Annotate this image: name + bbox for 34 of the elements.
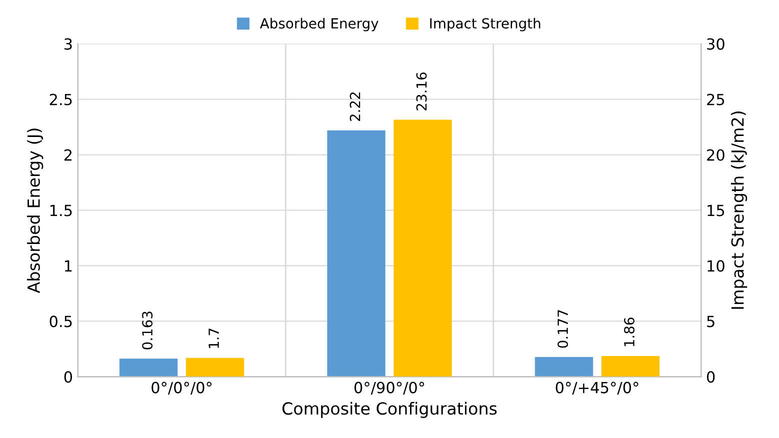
y-tick-label: 1.5 — [50, 204, 72, 216]
x-tick-label: 0°/0°/0° — [152, 382, 212, 395]
data-label: 23.16 — [416, 72, 427, 110]
x-tick-label: 0°/90°/0° — [354, 382, 424, 395]
y2-tick-label: 5 — [707, 316, 714, 328]
y2-axis-title: Impact Strength (kJ/m2) — [730, 111, 748, 309]
legend-label: Impact Strength — [430, 18, 540, 32]
data-label: 1.86 — [624, 318, 634, 346]
y2-tick-label: 0 — [706, 371, 715, 383]
bar — [534, 357, 594, 377]
y2-tick-label: 15 — [708, 204, 724, 216]
y-axis-title: Absorbed Energy (J) — [27, 128, 44, 294]
data-label: 0.163 — [142, 312, 153, 350]
y2-tick-label: 20 — [707, 149, 724, 161]
x-axis-title: Composite Configurations — [282, 402, 497, 418]
bar — [119, 358, 178, 377]
y2-tick-label: 30 — [707, 38, 724, 50]
x-tick-label: 0°/+45°/0° — [556, 382, 638, 395]
y-tick-label: 2.5 — [50, 94, 72, 106]
data-label: 0.177 — [558, 310, 568, 348]
data-label: 2.22 — [350, 92, 360, 121]
bar — [601, 356, 660, 377]
y-tick-label: 1 — [64, 260, 72, 272]
y-tick-label: 0 — [64, 371, 72, 383]
data-label: 1.7 — [208, 328, 219, 348]
y-tick-label: 3 — [64, 38, 72, 50]
y2-tick-label: 25 — [707, 94, 724, 106]
legend-label: Absorbed Energy — [260, 18, 378, 32]
y-tick-label: 2 — [64, 149, 72, 161]
y2-tick-label: 10 — [708, 260, 724, 272]
bar — [186, 358, 244, 377]
y-tick-label: 0.5 — [50, 316, 72, 328]
bar — [327, 130, 386, 377]
bar — [394, 120, 452, 377]
